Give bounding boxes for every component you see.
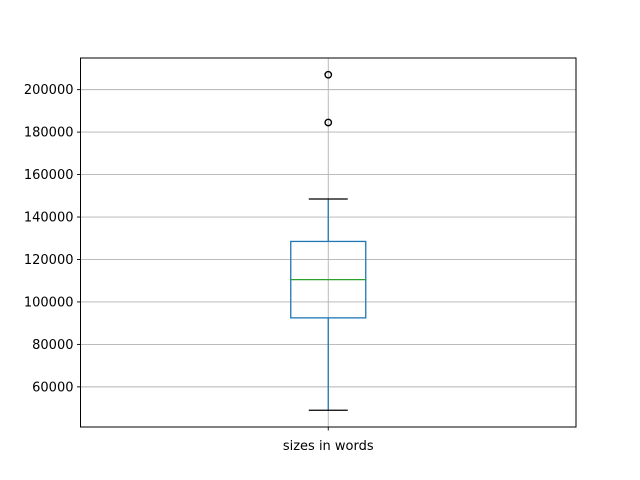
outlier-marker <box>324 118 333 127</box>
outlier-marker <box>324 70 333 79</box>
y-tick-label: 180000 <box>24 126 74 141</box>
y-tick-label: 200000 <box>24 83 74 98</box>
axes-frame <box>80 57 577 428</box>
x-axis-label: sizes in words <box>283 439 374 454</box>
y-tick-label: 60000 <box>32 380 73 395</box>
y-tick-label: 140000 <box>24 211 74 226</box>
y-tick-label: 120000 <box>24 253 74 268</box>
y-tick-label: 160000 <box>24 168 74 183</box>
y-tick-label: 100000 <box>24 295 74 310</box>
y-tick-label: 80000 <box>32 338 73 353</box>
